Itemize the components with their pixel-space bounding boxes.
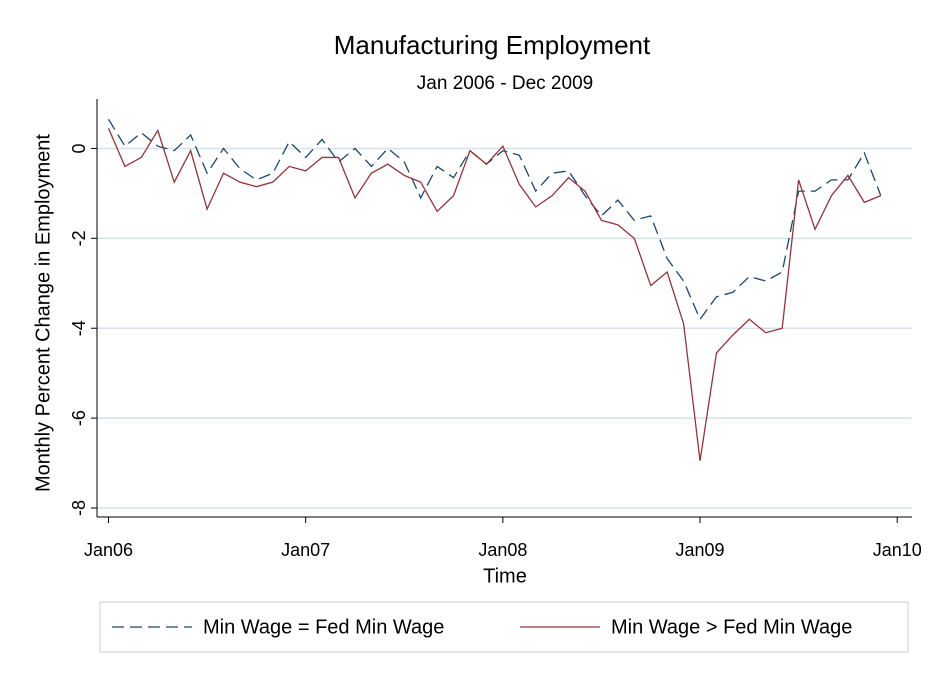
y-tick-label: -8	[69, 500, 89, 516]
legend-label: Min Wage = Fed Min Wage	[203, 616, 444, 638]
x-tick-label: Jan07	[281, 540, 330, 560]
y-tick-label: -2	[69, 230, 89, 246]
y-tick-label: 0	[69, 143, 89, 153]
x-axis-label: Time	[483, 565, 527, 587]
x-tick-label: Jan06	[84, 540, 133, 560]
x-tick-label: Jan10	[873, 540, 922, 560]
y-tick-label: -4	[69, 320, 89, 336]
chart-subtitle: Jan 2006 - Dec 2009	[417, 73, 593, 94]
chart-title: Manufacturing Employment	[334, 30, 651, 60]
y-tick-label: -6	[69, 410, 89, 426]
y-axis-label: Monthly Percent Change in Employment	[32, 134, 54, 492]
x-tick-label: Jan08	[478, 540, 527, 560]
x-tick-label: Jan09	[676, 540, 725, 560]
series-line	[107, 127, 882, 461]
legend-box	[99, 601, 909, 653]
legend-label: Min Wage > Fed Min Wage	[611, 616, 852, 638]
series-line	[107, 118, 882, 321]
